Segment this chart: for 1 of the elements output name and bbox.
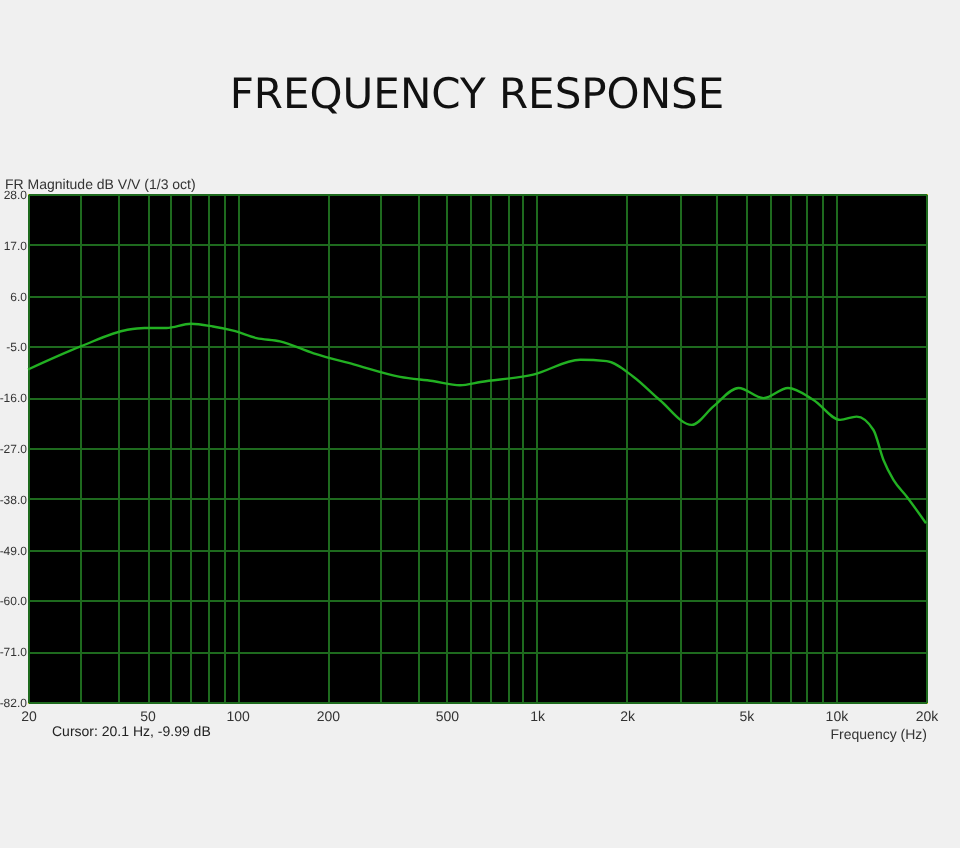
chart-title: FREQUENCY RESPONSE: [229, 70, 725, 118]
